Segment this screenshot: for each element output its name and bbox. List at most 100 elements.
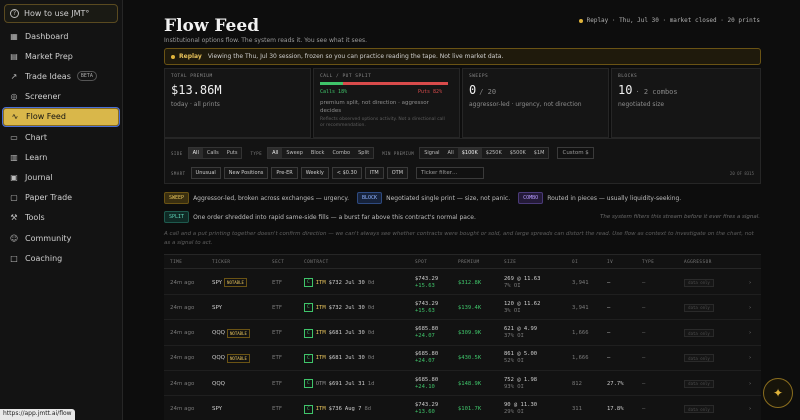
stat-label: BLOCKS [618,74,638,79]
size-value: 120 @ 11.62 [504,300,541,307]
smart-chip-itm[interactable]: ITM [364,167,384,179]
aggressor-cell: data only [684,321,714,346]
expand-chevron-icon[interactable]: › [749,279,752,286]
sidebar-item-coaching[interactable]: □ Coaching [3,249,119,267]
size-cell: 752 @ 1.98 93% OI [504,371,537,396]
oi-cell: 1,666 [572,330,589,337]
sidebar-item-tools[interactable]: ⚒ Tools [3,209,119,227]
sidebar-item-learn[interactable]: ▥ Learn [3,148,119,166]
table-row[interactable]: 24m ago SPY NOTABLE ETF C ITM $732 Jul 30 0d $743… [164,270,761,295]
size-cell: 269 @ 11.63 7% OI [504,270,540,295]
premium-cell: $309.9K [458,330,482,337]
url-tooltip: https://app.jmtt.ai/flow [0,409,75,420]
sidebar-item-paper-trade[interactable]: ▢ Paper Trade [3,189,119,207]
sidebar-item-label: Journal [25,172,53,182]
size-value: 752 @ 1.98 [504,376,538,383]
sidebar-item-community[interactable]: ☺ Community [3,229,119,247]
ticker-cell: QQQ NOTABLE [212,346,250,371]
size-cell: 621 @ 4.99 37% OI [504,321,537,346]
replay-banner-text: Viewing the Thu, Jul 30 session, frozen … [207,53,504,60]
smart-chip-otm[interactable]: OTM [386,167,409,179]
expand-chevron-icon[interactable]: › [749,406,752,412]
expand-chevron-icon[interactable]: › [749,355,752,362]
type-option-all[interactable]: All [268,148,283,158]
smart-chip-pre-er[interactable]: Pre-ER [271,167,298,179]
call-put-bar [320,82,448,85]
sidebar-item-flow-feed[interactable]: ∿ Flow Feed [2,106,120,127]
minprem-option-signal[interactable]: Signal [424,150,440,156]
smart-chip-weekly[interactable]: Weekly [300,167,329,179]
dashboard-icon: ▦ [10,31,18,41]
stat-sub: premium split, not direction · aggressor… [320,100,429,114]
community-icon: ☺ [9,233,19,243]
sidebar-item-trade-ideas[interactable]: ↗ Trade Ideas BETA [3,67,119,85]
assistant-button[interactable]: ✦ [763,378,793,408]
sidebar-item-label: Flow Feed [26,112,66,122]
sidebar-item-chart[interactable]: ▭ Chart [3,128,119,146]
side-option-all[interactable]: All [188,148,203,158]
stat-sweeps: SWEEPS 0/ 20 aggressor-led · urgency, no… [462,68,609,138]
expand-chevron-icon[interactable]: › [749,304,752,311]
column-header-contract: CONTRACT [304,260,329,265]
sidebar-item-label: Community [25,233,72,243]
type-option-sweep[interactable]: Sweep [286,150,303,156]
sidebar-item-market-prep[interactable]: ▤ Market Prep [3,47,119,65]
split-note: Reflects observed options activity. Not … [320,117,445,128]
expiry: Jul 30 [344,279,365,286]
stat-value: 0/ 20 [469,83,496,97]
spot-price: $685.80 [415,351,439,358]
strike: $681 [328,355,342,362]
ticker-symbol: SPY [212,406,223,412]
size-value: 269 @ 11.63 [504,275,541,282]
minprem-option--100k[interactable]: $100K [457,148,482,158]
minprem-option--500k[interactable]: $500K [509,150,526,156]
table-row[interactable]: 24m ago SPY ETF C ITM $736 Aug 7 8d $743.29 +13.6… [164,397,761,420]
minprem-option-all[interactable]: All [447,150,454,156]
replay-status: Replay · Thu, Jul 30 · market closed · 2… [578,17,760,24]
expand-chevron-icon[interactable]: › [749,330,752,337]
sidebar-item-label: Dashboard [25,31,69,41]
spot-cell: $685.80 +24.10 [415,371,438,396]
side-option-puts[interactable]: Puts [226,150,238,156]
legend-row-1: SWEEP Aggressor-led, broken across excha… [164,192,681,204]
sidebar-item-dashboard[interactable]: ▦ Dashboard [3,27,119,45]
type-option-split[interactable]: Split [358,150,370,156]
table-row[interactable]: 24m ago QQQ NOTABLE ETF C ITM $681 Jul 30 0d $685… [164,321,761,346]
stat-blocks: BLOCKS 10 · 2 combos negotiated size [611,68,761,138]
table-row[interactable]: 24m ago QQQ NOTABLE ETF C ITM $681 Jul 30 0d $685… [164,346,761,371]
minprem-option--1m[interactable]: $1M [533,150,545,156]
type-cell: — [642,304,646,311]
table-header: TIME TICKER SECT CONTRACT SPOT PREMIUM SIZE OI I… [164,255,761,269]
type-option-combo[interactable]: Combo [332,150,351,156]
notable-badge: NOTABLE [227,328,250,338]
sidebar-item-screener[interactable]: ◎ Screener [3,88,119,106]
smart-chip-new-positions[interactable]: New Positions [223,167,269,179]
sidebar-item-journal[interactable]: ▣ Journal [3,168,119,186]
side-option-calls[interactable]: Calls [206,150,219,156]
minprem-option--250k[interactable]: $250K [485,150,502,156]
how-to-use-button[interactable]: ? How to use JMT° [4,4,118,23]
aggressor-placeholder: data only [684,379,714,388]
moneyness: ITM [315,304,326,311]
size-oi-pct: 93% OI [504,383,524,390]
time-cell: 24m ago [170,406,195,412]
ticker-cell: SPY [212,397,222,420]
smart-chip-unusual[interactable]: Unusual [190,167,221,179]
smart-chip--0-30[interactable]: < $0.30 [331,167,362,179]
table-row[interactable]: 24m ago QQQ ETF C OTM $691 Jul 31 1d $685.80 +24.… [164,371,761,397]
iv-cell: — [607,304,611,311]
ticker-filter-input[interactable]: Ticker filter… [416,167,485,179]
side-label: SIDE [171,150,183,156]
iv-cell: 17.8% [607,406,624,412]
column-header-premium: PREMIUM [458,260,480,265]
time-cell: 24m ago [170,304,195,311]
sidebar-item-label: Coaching [25,253,63,263]
contract-cell: C ITM $736 Aug 7 8d [304,397,371,420]
column-header-time: TIME [170,260,183,265]
sparkle-icon: ✦ [772,386,784,400]
expand-chevron-icon[interactable]: › [749,380,752,387]
type-option-block[interactable]: Block [310,150,325,156]
custom-premium-input[interactable]: Custom $ [557,147,594,159]
table-row[interactable]: 24m ago SPY ETF C ITM $732 Jul 30 0d $743.29 +15.… [164,295,761,321]
column-header-sect: SECT [272,260,285,265]
